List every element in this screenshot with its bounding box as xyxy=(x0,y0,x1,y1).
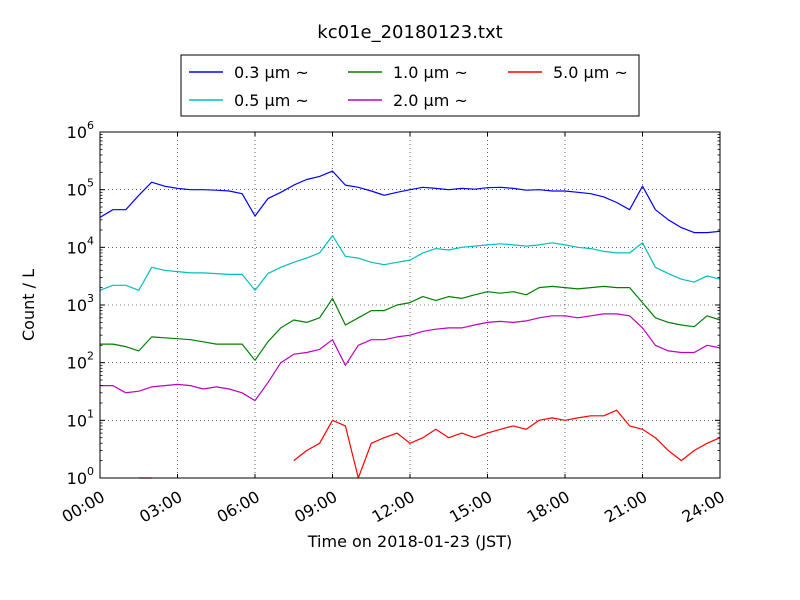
legend-label: 0.3 μm ~ xyxy=(234,63,309,82)
series-4-line xyxy=(99,313,721,402)
series-1-line xyxy=(99,170,721,234)
y-axis-label: Count / L xyxy=(19,269,38,341)
legend-label: 1.0 μm ~ xyxy=(393,63,468,82)
legend-label: 2.0 μm ~ xyxy=(393,91,468,110)
legend-box xyxy=(180,54,640,117)
legend-item: 0.3 μm ~ xyxy=(189,63,309,82)
y-tick-label: 101 xyxy=(67,407,94,430)
x-axis-label: Time on 2018-01-23 (JST) xyxy=(307,532,512,551)
y-tick-label: 105 xyxy=(67,177,94,200)
legend-item: 1.0 μm ~ xyxy=(348,63,468,82)
y-tick-label: 102 xyxy=(67,350,94,373)
y-tick-label: 106 xyxy=(67,119,94,142)
series-3-line xyxy=(99,285,721,361)
legend-label: 5.0 μm ~ xyxy=(553,63,628,82)
series-2-line xyxy=(99,235,721,291)
legend: 0.3 μm ~ 0.5 μm ~ 1.0 μm ~ 2.0 μm ~ 5.0 μm ~ xyxy=(180,54,640,117)
legend-item: 0.5 μm ~ xyxy=(189,91,309,110)
y-tick-label: 104 xyxy=(67,234,94,257)
y-tick-label: 100 xyxy=(67,465,94,488)
legend-item: 2.0 μm ~ xyxy=(348,91,468,110)
legend-label: 0.5 μm ~ xyxy=(234,91,309,110)
legend-item: 5.0 μm ~ xyxy=(508,63,628,82)
y-tick-label: 103 xyxy=(67,292,94,315)
chart-title: kc01e_20180123.txt xyxy=(317,22,502,43)
